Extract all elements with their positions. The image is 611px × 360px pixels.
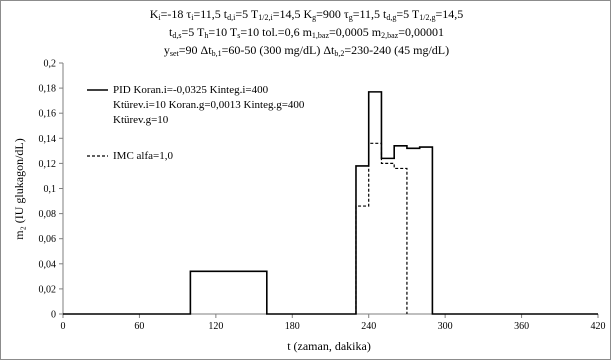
y-tick-label: 0 [51,310,56,321]
x-tick-label: 0 [61,321,66,332]
y-tick-label: 0,14 [39,134,57,145]
y-tick-label: 0,12 [39,159,57,170]
y-tick-label: 0,02 [39,284,57,295]
y-tick-label: 0,18 [39,84,57,95]
header-line-3: yset=90 Δtb,1=60-50 (300 mg/dL) Δtb,2=23… [163,43,450,58]
series-line-1 [63,91,598,315]
y-tick-label: 0,04 [39,259,57,270]
x-tick-label: 180 [285,321,300,332]
x-tick-label: 360 [514,321,529,332]
x-tick-label: 240 [361,321,376,332]
legend-label: Ktürev.i=10 Koran.g=0,0013 Kinteg.g=400 [113,99,305,111]
series-line-2 [355,142,408,314]
x-tick-label: 60 [134,321,144,332]
x-tick-label: 120 [208,321,223,332]
x-axis-label: t (zaman, dakika) [287,339,371,353]
y-tick-label: 0,16 [39,109,57,120]
y-tick-label: 0,1 [44,184,57,195]
header-line-1: Ki=-18 τi=11,5 td,i=5 T1/2,i=14,5 Kg=900… [149,7,464,22]
header-line-2: td,s=5 Th=10 Ts=10 tol.=0,6 m1,baz=0,000… [168,25,445,40]
legend-label: PID Koran.i=-0,0325 Kinteg.i=400 [113,84,269,96]
y-tick-label: 0,06 [39,234,57,245]
legend-label: Ktürev.g=10 [113,114,169,126]
legend-label: IMC alfa=1,0 [113,150,173,162]
y-axis-label: m₂ (IU glukagon/dL) [12,138,26,240]
y-tick-label: 0,2 [44,59,57,70]
x-tick-label: 420 [591,321,606,332]
x-tick-label: 300 [438,321,453,332]
y-tick-label: 0,08 [39,209,57,220]
